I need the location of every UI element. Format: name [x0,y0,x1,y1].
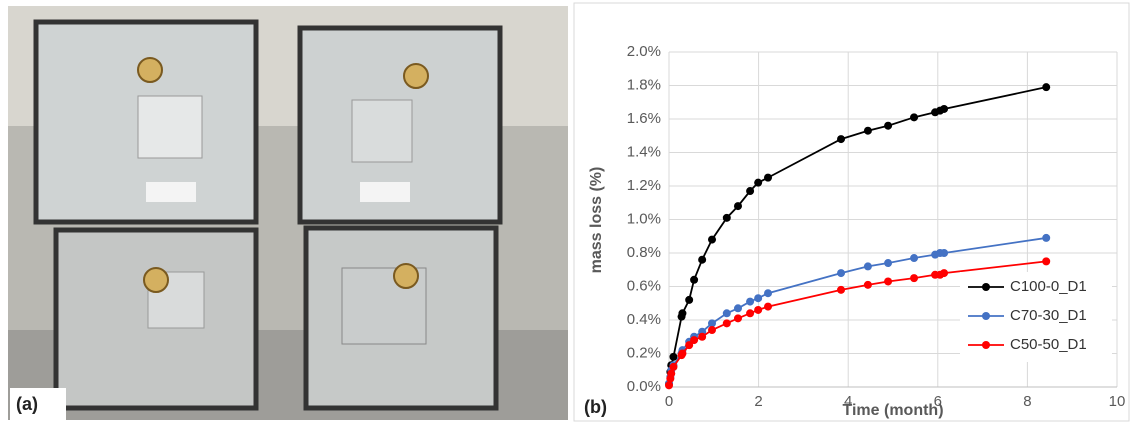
data-point [722,319,731,328]
x-tick-label: 0 [665,393,673,410]
data-point [764,302,773,311]
y-tick-label: 1.4% [627,143,661,160]
data-point [884,277,893,286]
data-point [665,381,673,390]
data-point [910,254,919,263]
data-point [708,235,717,244]
y-tick-label: 2.0% [627,43,661,60]
data-point [754,178,763,187]
x-tick-label: 10 [1109,393,1126,410]
data-point [669,362,678,371]
legend-swatch [982,312,990,320]
data-point [764,173,773,182]
y-tick-label: 0.4% [627,311,661,328]
y-tick-label: 0.8% [627,244,661,261]
legend-swatch [982,341,990,349]
data-point [733,202,742,211]
data-point [669,352,678,361]
data-point [685,341,694,350]
x-tick-label: 8 [1023,393,1031,410]
legend-swatch [982,283,990,291]
data-point [940,104,949,113]
data-point [764,289,773,298]
data-point [746,309,755,318]
data-point [837,135,846,144]
y-tick-label: 0.0% [627,378,661,395]
y-axis-title: mass loss (%) [588,167,605,274]
legend-label: C70-30_D1 [1010,307,1087,324]
data-point [708,326,717,335]
data-point [910,113,919,122]
data-point [690,275,699,284]
data-point [678,349,687,358]
data-point [940,249,949,257]
data-point [746,297,755,306]
photo: (a) [8,6,568,420]
data-point [1042,83,1051,92]
y-tick-label: 0.2% [627,344,661,361]
data-point [698,255,707,264]
data-point [722,213,731,222]
data-point [678,309,687,318]
data-point [746,187,755,196]
data-point [1042,257,1051,266]
legend-label: C50-50_D1 [1010,336,1087,353]
data-point [722,309,731,318]
data-point [884,259,893,268]
y-tick-label: 0.6% [627,277,661,294]
photo-label: (a) [16,394,38,414]
x-tick-label: 4 [844,393,852,410]
data-point [754,305,763,314]
data-point [733,314,742,323]
panel-label: (b) [584,397,607,417]
data-point [863,262,872,271]
data-point [837,269,846,278]
data-point [837,285,846,294]
x-tick-label: 6 [934,393,942,410]
data-point [685,295,694,304]
data-point [754,294,763,303]
data-point [667,369,676,378]
y-tick-label: 1.0% [627,210,661,227]
data-point [733,304,742,313]
data-point [1042,233,1051,242]
y-tick-label: 1.2% [627,177,661,194]
y-tick-label: 1.8% [627,76,661,93]
data-point [863,280,872,289]
x-axis-title: Time (month) [842,402,943,419]
data-point [940,269,949,278]
data-point [698,332,707,341]
legend-label: C100-0_D1 [1010,278,1087,295]
data-point [910,274,919,283]
y-tick-label: 1.6% [627,110,661,127]
data-point [863,126,872,135]
x-tick-label: 2 [754,393,762,410]
data-point [708,319,717,328]
data-point [690,336,699,345]
data-point [884,121,893,130]
